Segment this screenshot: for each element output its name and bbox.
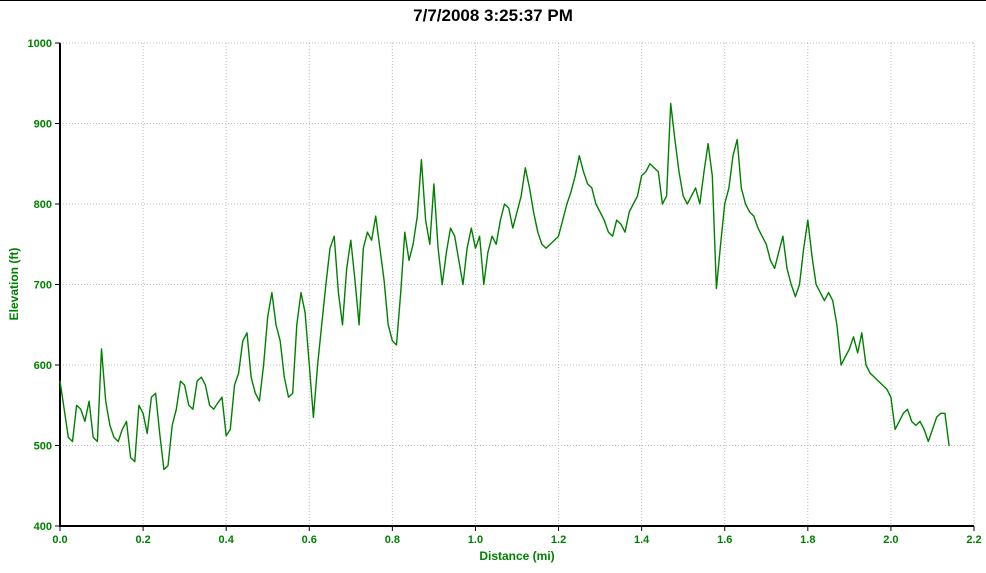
x-tick-label: 2.0 [883,534,898,546]
y-tick-label: 900 [34,119,52,131]
y-tick-label: 500 [34,441,52,453]
y-tick-label: 400 [34,521,52,533]
x-tick-label: 0.0 [52,534,67,546]
x-tick-label: 1.2 [551,534,566,546]
y-tick-label: 600 [34,360,52,372]
tick-labels: 0.0 0.2 0.4 0.6 0.8 1.0 1.2 1.4 1.6 1.8 2.0 2.2 400 5… [28,38,982,546]
x-tick-label: 1.0 [468,534,483,546]
x-tick-label: 0.2 [135,534,150,546]
y-tick-label: 1000 [28,38,52,50]
chart-title: 7/7/2008 3:25:37 PM [413,6,573,25]
x-tick-label: 0.4 [219,534,235,546]
gridlines [60,42,975,526]
x-tick-label: 0.6 [302,534,317,546]
y-tick-label: 700 [34,280,52,292]
x-axis-label: Distance (mi) [479,549,555,563]
x-tick-label: 1.4 [634,534,650,546]
tick-marks [55,42,975,531]
x-tick-label: 2.2 [966,534,981,546]
x-tick-label: 0.8 [385,534,400,546]
y-axis-label: Elevation (ft) [7,247,21,321]
y-tick-label: 800 [34,199,52,211]
x-tick-label: 1.8 [800,534,815,546]
elevation-line [59,102,950,471]
x-tick-label: 1.6 [717,534,732,546]
